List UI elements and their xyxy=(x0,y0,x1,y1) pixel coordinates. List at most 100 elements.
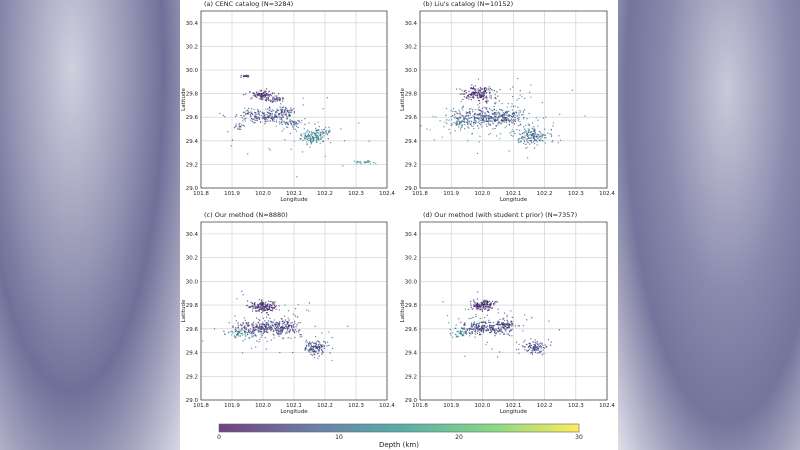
scatter-point xyxy=(322,108,324,110)
scatter-point xyxy=(472,92,474,94)
scatter-point xyxy=(533,131,535,133)
scatter-point xyxy=(505,330,507,332)
scatter-point xyxy=(332,347,334,350)
scatter-point xyxy=(251,305,253,307)
scatter-point xyxy=(242,332,244,334)
scatter-point xyxy=(531,317,533,319)
scatter-point xyxy=(311,141,313,144)
scatter-point xyxy=(467,118,469,120)
scatter-point xyxy=(313,348,315,350)
scatter-point xyxy=(262,94,265,96)
scatter-point xyxy=(368,160,370,162)
scatter-point xyxy=(497,320,499,322)
scatter-point xyxy=(482,321,485,323)
scatter-point xyxy=(500,328,502,330)
scatter-point xyxy=(266,303,269,305)
scatter-point xyxy=(473,321,476,323)
scatter-point xyxy=(483,97,485,99)
scatter-point xyxy=(490,120,492,122)
scatter-point xyxy=(455,327,457,329)
scatter-point xyxy=(462,109,464,111)
scatter-point xyxy=(255,323,257,325)
scatter-point xyxy=(488,308,490,310)
scatter-point xyxy=(518,138,520,140)
scatter-point xyxy=(323,344,325,346)
scatter-point xyxy=(306,341,308,343)
scatter-point xyxy=(499,330,501,332)
scatter-point xyxy=(260,333,262,335)
scatter-point xyxy=(243,118,245,120)
scatter-point xyxy=(251,97,253,99)
y-tick-label: 29.2 xyxy=(405,374,417,380)
scatter-point xyxy=(279,333,281,335)
scatter-point xyxy=(497,308,499,310)
scatter-point xyxy=(274,328,277,330)
scatter-point xyxy=(281,97,284,99)
scatter-point xyxy=(254,114,256,116)
scatter-point xyxy=(534,347,536,349)
scatter-point xyxy=(478,127,480,129)
scatter-point xyxy=(511,316,514,318)
scatter-point xyxy=(329,130,331,132)
scatter-point xyxy=(477,116,479,119)
scatter-point xyxy=(273,98,275,100)
scatter-point xyxy=(483,95,485,97)
scatter-point xyxy=(278,109,280,112)
x-tick-label: 102.2 xyxy=(317,403,333,409)
scatter-point xyxy=(446,315,449,317)
scatter-point xyxy=(485,322,487,324)
scatter-point xyxy=(288,325,290,327)
scatter-point xyxy=(483,87,485,89)
scatter-point xyxy=(275,323,277,326)
scatter-point xyxy=(459,111,461,113)
scatter-point xyxy=(252,321,255,323)
scatter-point xyxy=(479,327,481,330)
scatter-point xyxy=(477,88,479,90)
scatter-point xyxy=(308,349,310,352)
scatter-point xyxy=(257,110,259,113)
scatter-point xyxy=(299,333,301,336)
scatter-point xyxy=(315,350,318,352)
scatter-point xyxy=(328,126,330,128)
y-axis-label: Latitude xyxy=(400,299,406,322)
scatter-point xyxy=(271,303,274,305)
scatter-point xyxy=(489,92,491,94)
scatter-point xyxy=(487,117,489,119)
scatter-point xyxy=(319,343,321,345)
scatter-point xyxy=(278,112,281,115)
scatter-point xyxy=(263,330,265,332)
scatter-point xyxy=(276,96,278,99)
scatter-point xyxy=(235,329,237,331)
scatter-point xyxy=(497,111,500,113)
scatter-point xyxy=(255,310,258,312)
scatter-point xyxy=(251,336,253,338)
scatter-point xyxy=(279,97,281,99)
scatter-point xyxy=(473,113,476,116)
scatter-point xyxy=(550,344,552,346)
scatter-point xyxy=(265,94,267,96)
scatter-point xyxy=(244,330,246,332)
x-tick-label: 102.4 xyxy=(599,191,615,197)
scatter-point xyxy=(256,324,258,326)
scatter-point xyxy=(468,98,470,100)
scatter-point xyxy=(474,85,476,87)
scatter-point xyxy=(492,118,494,120)
scatter-point xyxy=(538,130,540,133)
scatter-point xyxy=(266,327,268,329)
scatter-point xyxy=(538,136,540,138)
scatter-point xyxy=(534,130,536,132)
scatter-point xyxy=(485,305,487,307)
scatter-point xyxy=(468,94,470,96)
scatter-point xyxy=(258,304,260,306)
scatter-point xyxy=(481,302,483,304)
scatter-point xyxy=(491,327,493,329)
scatter-point xyxy=(331,359,333,362)
scatter-point xyxy=(494,113,496,115)
scatter-point xyxy=(470,317,472,319)
scatter-point xyxy=(324,155,326,157)
scatter-point xyxy=(261,305,264,307)
scatter-point xyxy=(433,139,435,141)
scatter-point xyxy=(312,136,314,138)
scatter-point xyxy=(307,349,309,351)
scatter-point xyxy=(253,118,255,120)
